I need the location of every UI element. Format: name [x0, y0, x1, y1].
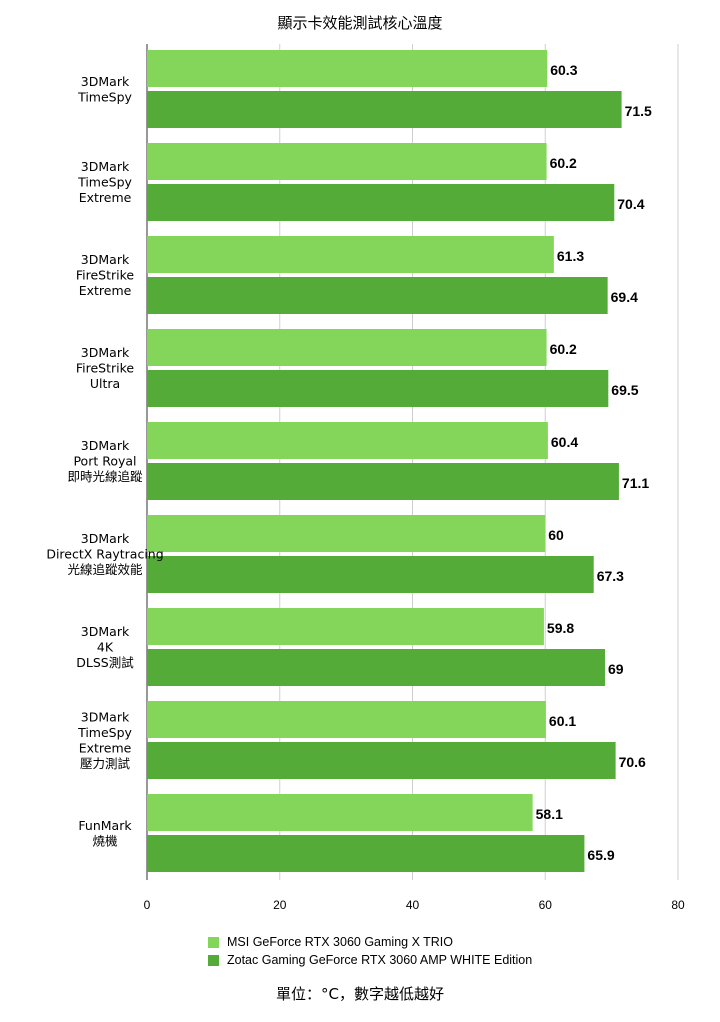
bar-series2-cat1 [147, 91, 622, 128]
bar-series1-cat8 [147, 701, 546, 738]
chart-title: 顯示卡效能測試核心溫度 [277, 14, 443, 32]
x-tick-label-60: 60 [539, 898, 553, 912]
category-label-8: 3DMark TimeSpy Extreme 壓力測試 [77, 709, 132, 771]
value-label-series2-cat9: 65.9 [587, 847, 614, 863]
value-label-series1-cat4: 60.2 [550, 341, 577, 357]
bar-series1-cat9 [147, 794, 533, 831]
legend-swatch-msi [208, 936, 219, 948]
category-label-9: FunMark 燒機 [78, 818, 132, 849]
category-label-5: 3DMark Port Royal 即時光線追蹤 [67, 438, 143, 484]
legend: MSI GeForce RTX 3060 Gaming X TRIO Zotac… [208, 934, 532, 970]
legend-label-msi: MSI GeForce RTX 3060 Gaming X TRIO [227, 935, 454, 949]
bar-series2-cat8 [147, 742, 616, 779]
value-label-series2-cat2: 70.4 [617, 196, 644, 212]
legend-swatch-zotac [208, 954, 219, 966]
value-label-series2-cat7: 69 [608, 661, 624, 677]
x-axis-ticks: 0 20 40 60 80 [144, 898, 685, 912]
bar-series2-cat5 [147, 463, 619, 500]
bar-series1-cat6 [147, 515, 546, 552]
value-label-series1-cat6: 60 [548, 527, 564, 543]
x-tick-label-80: 80 [671, 898, 685, 912]
value-label-series1-cat2: 60.2 [550, 155, 577, 171]
bars [147, 50, 622, 872]
value-label-series1-cat9: 58.1 [536, 806, 563, 822]
x-tick-label-0: 0 [144, 898, 151, 912]
value-label-series1-cat8: 60.1 [549, 713, 576, 729]
bar-series2-cat7 [147, 649, 605, 686]
category-label-4: 3DMark FireStrike Ultra [76, 345, 135, 391]
bar-series2-cat4 [147, 370, 609, 407]
legend-item-msi: MSI GeForce RTX 3060 Gaming X TRIO [208, 934, 532, 950]
bar-series2-cat3 [147, 277, 608, 314]
value-label-series2-cat6: 67.3 [597, 568, 624, 584]
value-label-series1-cat7: 59.8 [547, 620, 574, 636]
bar-series1-cat4 [147, 329, 547, 366]
value-label-series1-cat1: 60.3 [550, 62, 577, 78]
value-label-series2-cat5: 71.1 [622, 475, 649, 491]
value-label-series2-cat1: 71.5 [625, 103, 652, 119]
category-label-2: 3DMark TimeSpy Extreme [77, 159, 132, 205]
value-label-series2-cat4: 69.5 [611, 382, 638, 398]
unit-note: 單位：°C，數字越低越好 [276, 985, 444, 1003]
category-label-3: 3DMark FireStrike Extreme [76, 252, 135, 298]
legend-label-zotac: Zotac Gaming GeForce RTX 3060 AMP WHITE … [227, 953, 533, 967]
bar-series1-cat7 [147, 608, 544, 645]
value-labels: 60.3 71.5 60.2 70.4 61.3 69.4 60.2 69.5 60.4 71.1… [536, 62, 652, 863]
x-tick-label-20: 20 [273, 898, 287, 912]
bar-series2-cat6 [147, 556, 594, 593]
value-label-series2-cat3: 69.4 [611, 289, 638, 305]
bar-series1-cat1 [147, 50, 548, 87]
bar-series1-cat3 [147, 236, 554, 273]
bar-chart: 60.3 71.5 60.2 70.4 61.3 69.4 60.2 69.5 60.4 71.1… [46, 44, 685, 912]
value-label-series1-cat5: 60.4 [551, 434, 578, 450]
category-labels: 3DMark TimeSpy 3DMark TimeSpy Extreme 3DMark F… [46, 74, 163, 849]
value-label-series1-cat3: 61.3 [557, 248, 584, 264]
value-label-series2-cat8: 70.6 [619, 754, 646, 770]
x-tick-label-40: 40 [406, 898, 420, 912]
category-label-1: 3DMark TimeSpy [77, 74, 132, 105]
category-label-6: 3DMark DirectX Raytracing 光線追蹤效能 [46, 531, 163, 577]
legend-item-zotac: Zotac Gaming GeForce RTX 3060 AMP WHITE … [208, 952, 532, 968]
bar-series2-cat9 [147, 835, 585, 872]
category-label-7: 3DMark 4K DLSS測試 [76, 624, 134, 670]
bar-series1-cat5 [147, 422, 548, 459]
bar-series2-cat2 [147, 184, 615, 221]
bar-series1-cat2 [147, 143, 547, 180]
grid-lines [146, 44, 679, 880]
